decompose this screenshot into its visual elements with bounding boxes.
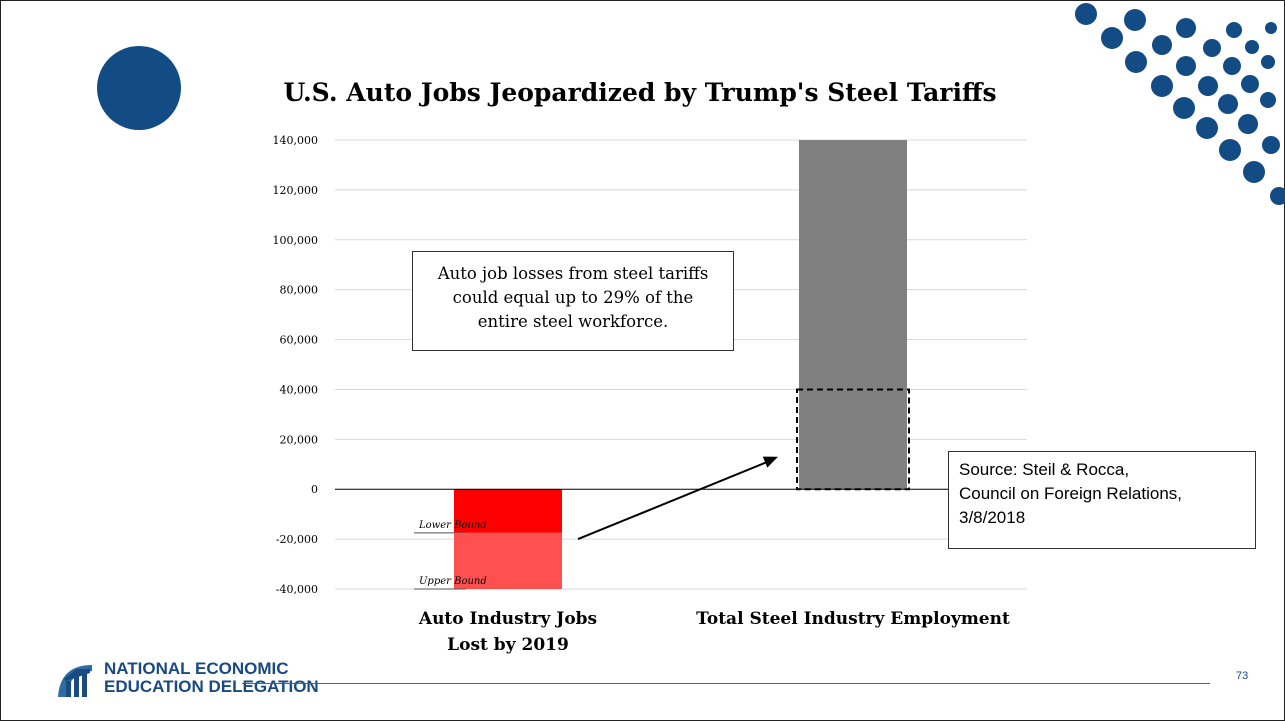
y-tick-label: 60,000 (280, 334, 319, 347)
chart-title: U.S. Auto Jobs Jeopardized by Trump's St… (283, 78, 997, 107)
decorative-circle (97, 46, 181, 130)
y-tick-label: -20,000 (276, 533, 318, 546)
x-category-label: Total Steel Industry Employment (696, 609, 1010, 629)
annotation-callout: Auto job losses from steel tariffs could… (412, 251, 734, 351)
callout-line: Auto job losses from steel tariffs (437, 264, 709, 283)
bar-segment (799, 140, 907, 490)
organization-logo-text: NATIONAL ECONOMIC EDUCATION DELEGATION (104, 660, 319, 696)
y-tick-label: 140,000 (273, 134, 319, 147)
source-line: 3/8/2018 (959, 508, 1026, 527)
y-tick-label: 0 (311, 483, 318, 496)
source-box: Source: Steil & Rocca, Council on Foreig… (948, 451, 1256, 549)
logo-line: EDUCATION DELEGATION (104, 677, 319, 696)
y-tick-label: -40,000 (276, 583, 318, 596)
dashed-overlay-box (796, 388, 910, 491)
source-line: Council on Foreign Relations, (959, 484, 1183, 503)
arrow-head (762, 456, 778, 468)
source-line: Source: Steil & Rocca, (959, 460, 1130, 479)
bound-label: Lower Bound (418, 520, 487, 531)
x-category-label: Auto Industry Jobs (418, 609, 597, 629)
footer-divider (242, 683, 1210, 684)
x-category-label: Lost by 2019 (447, 635, 569, 655)
y-tick-label: 40,000 (280, 383, 319, 396)
decorative-dot-pattern (1075, 3, 1285, 205)
bound-label: Upper Bound (419, 576, 487, 587)
y-tick-label: 20,000 (280, 433, 319, 446)
y-tick-label: 120,000 (273, 184, 319, 197)
y-tick-label: 80,000 (280, 284, 319, 297)
arrow-line (577, 459, 771, 541)
bar-segment (454, 532, 562, 589)
logo-line: NATIONAL ECONOMIC (104, 659, 289, 678)
callout-line: entire steel workforce. (477, 312, 669, 331)
y-tick-label: 100,000 (273, 234, 319, 247)
columns-logo-icon (58, 665, 92, 697)
page-number: 73 (1236, 670, 1249, 682)
callout-line: could equal up to 29% of the (452, 288, 694, 307)
bar-segment (454, 489, 562, 533)
